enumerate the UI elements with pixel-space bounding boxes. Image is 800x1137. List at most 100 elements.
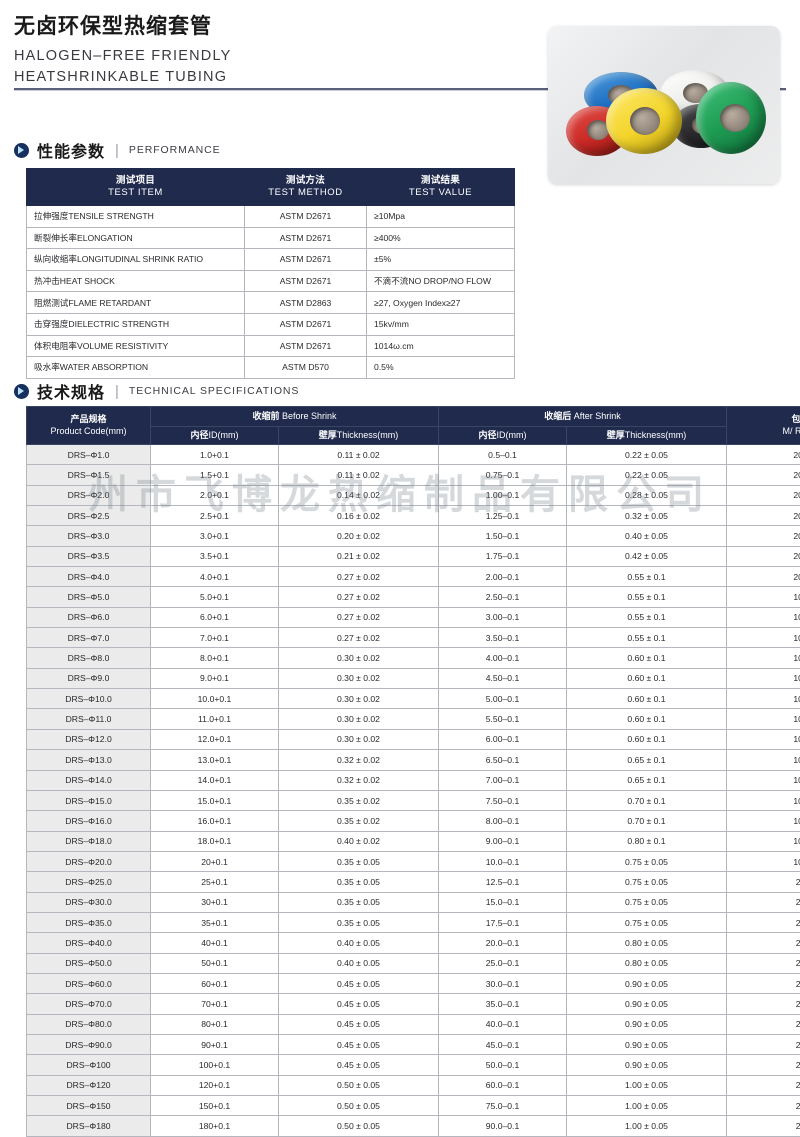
spec-cell-after-thickness: 0.42 ± 0.05 xyxy=(567,546,727,566)
spec-cell-before-id: 25+0.1 xyxy=(151,872,279,892)
spec-cell-after-id: 12.5–0.1 xyxy=(439,872,567,892)
perf-cell-test-value: 1014ω.cm xyxy=(367,335,515,357)
spec-cell-before-id: 7.0+0.1 xyxy=(151,628,279,648)
perf-cell-test-value: ±5% xyxy=(367,249,515,271)
spec-cell-product-code: DRS–Φ18.0 xyxy=(27,831,151,851)
spec-cell-product-code: DRS–Φ11.0 xyxy=(27,709,151,729)
spec-cell-after-thickness: 0.22 ± 0.05 xyxy=(567,445,727,465)
spec-cell-packing: 100 xyxy=(727,668,800,688)
product-photo-stage xyxy=(548,26,780,184)
spec-cell-product-code: DRS–Φ12.0 xyxy=(27,729,151,749)
spec-packing-cn: 包装 xyxy=(727,414,800,426)
spec-cell-after-thickness: 0.55 ± 0.1 xyxy=(567,587,727,607)
spec-cell-before-thickness: 0.45 ± 0.05 xyxy=(279,1014,439,1034)
spec-cell-after-thickness: 0.90 ± 0.05 xyxy=(567,1055,727,1075)
perf-cell-test-value: ≥400% xyxy=(367,227,515,249)
perf-cell-test-item: 阻燃测试FLAME RETARDANT xyxy=(27,292,245,314)
page-title-en-line2: HEATSHRINKABLE TUBING xyxy=(14,67,534,88)
spec-cell-before-id: 3.0+0.1 xyxy=(151,526,279,546)
perf-cell-test-value: ≥10Mpa xyxy=(367,206,515,228)
spec-cell-before-id: 150+0.1 xyxy=(151,1096,279,1116)
perf-cell-test-item: 断裂伸长率ELONGATION xyxy=(27,227,245,249)
spec-cell-after-thickness: 0.55 ± 0.1 xyxy=(567,607,727,627)
spec-cell-before-thickness: 0.35 ± 0.05 xyxy=(279,872,439,892)
spec-cell-after-thickness: 0.80 ± 0.05 xyxy=(567,953,727,973)
spec-cell-packing: 100 xyxy=(727,770,800,790)
spec-cell-product-code: DRS–Φ16.0 xyxy=(27,811,151,831)
spec-cell-after-thickness: 0.55 ± 0.1 xyxy=(567,567,727,587)
spec-cell-packing: 100 xyxy=(727,689,800,709)
performance-table-wrapper: 测试项目 TEST ITEM 测试方法 TEST METHOD 测试结果 TES… xyxy=(26,168,514,379)
spec-cell-after-thickness: 0.75 ± 0.05 xyxy=(567,872,727,892)
spec-cell-after-thickness: 0.55 ± 0.1 xyxy=(567,628,727,648)
spec-cell-after-thickness: 0.90 ± 0.05 xyxy=(567,1034,727,1054)
spec-cell-after-id: 6.50–0.1 xyxy=(439,750,567,770)
spec-cell-before-id: 30+0.1 xyxy=(151,892,279,912)
performance-header-row: 测试项目 TEST ITEM 测试方法 TEST METHOD 测试结果 TES… xyxy=(27,169,515,206)
spec-cell-after-id: 50.0–0.1 xyxy=(439,1055,567,1075)
spec-cell-product-code: DRS–Φ100 xyxy=(27,1055,151,1075)
spec-cell-after-thickness: 0.32 ± 0.05 xyxy=(567,506,727,526)
perf-cell-test-method: ASTM D2671 xyxy=(245,313,367,335)
perf-cell-test-method: ASTM D2863 xyxy=(245,292,367,314)
perf-cell-test-item: 纵向收缩率LONGITUDINAL SHRINK RATIO xyxy=(27,249,245,271)
spec-cell-before-thickness: 0.11 ± 0.02 xyxy=(279,445,439,465)
spec-cell-after-thickness: 0.60 ± 0.1 xyxy=(567,648,727,668)
spec-cell-product-code: DRS–Φ9.0 xyxy=(27,668,151,688)
spec-cell-before-thickness: 0.27 ± 0.02 xyxy=(279,628,439,648)
spec-cell-product-code: DRS–Φ2.0 xyxy=(27,485,151,505)
spec-group-before-shrink: 收缩前 Before Shrink xyxy=(151,407,439,427)
spec-cell-after-thickness: 1.00 ± 0.05 xyxy=(567,1075,727,1095)
arrow-circle-icon xyxy=(14,384,29,399)
spec-table-wrapper: 产品规格 Product Code(mm) 收缩前 Before Shrink … xyxy=(26,406,774,1137)
spec-cell-before-thickness: 0.30 ± 0.02 xyxy=(279,709,439,729)
spec-cell-product-code: DRS–Φ50.0 xyxy=(27,953,151,973)
spec-cell-after-id: 2.50–0.1 xyxy=(439,587,567,607)
spec-cell-after-thickness: 0.60 ± 0.1 xyxy=(567,668,727,688)
spec-cell-before-thickness: 0.35 ± 0.02 xyxy=(279,811,439,831)
spec-cell-before-id: 14.0+0.1 xyxy=(151,770,279,790)
spec-cell-packing: 100 xyxy=(727,811,800,831)
spec-cell-packing: 25 xyxy=(727,994,800,1014)
spec-cell-before-thickness: 0.50 ± 0.05 xyxy=(279,1075,439,1095)
page-header: 无卤环保型热缩套管 HALOGEN–FREE FRIENDLY HEATSHRI… xyxy=(14,14,534,87)
spec-cell-before-id: 50+0.1 xyxy=(151,953,279,973)
perf-h1-en: TEST METHOD xyxy=(245,187,366,199)
spec-cell-before-thickness: 0.45 ± 0.05 xyxy=(279,973,439,993)
perf-cell-test-method: ASTM D570 xyxy=(245,357,367,379)
spec-cell-before-id: 90+0.1 xyxy=(151,1034,279,1054)
spec-cell-before-id: 20+0.1 xyxy=(151,851,279,871)
spec-col-product-code: 产品规格 Product Code(mm) xyxy=(27,407,151,445)
spec-cell-product-code: DRS–Φ6.0 xyxy=(27,607,151,627)
perf-cell-test-method: ASTM D2671 xyxy=(245,335,367,357)
spec-cell-product-code: DRS–Φ180 xyxy=(27,1116,151,1136)
spec-cell-packing: 100 xyxy=(727,790,800,810)
spec-sub3-en: Thickness(mm) xyxy=(625,430,687,440)
spec-cell-packing: 25 xyxy=(727,1096,800,1116)
spec-cell-after-id: 3.50–0.1 xyxy=(439,628,567,648)
spec-cell-after-id: 30.0–0.1 xyxy=(439,973,567,993)
spec-cell-product-code: DRS–Φ30.0 xyxy=(27,892,151,912)
spec-cell-packing: 25 xyxy=(727,933,800,953)
perf-cell-test-method: ASTM D2671 xyxy=(245,227,367,249)
spec-cell-packing: 25 xyxy=(727,1075,800,1095)
spec-cell-before-thickness: 0.40 ± 0.05 xyxy=(279,953,439,973)
